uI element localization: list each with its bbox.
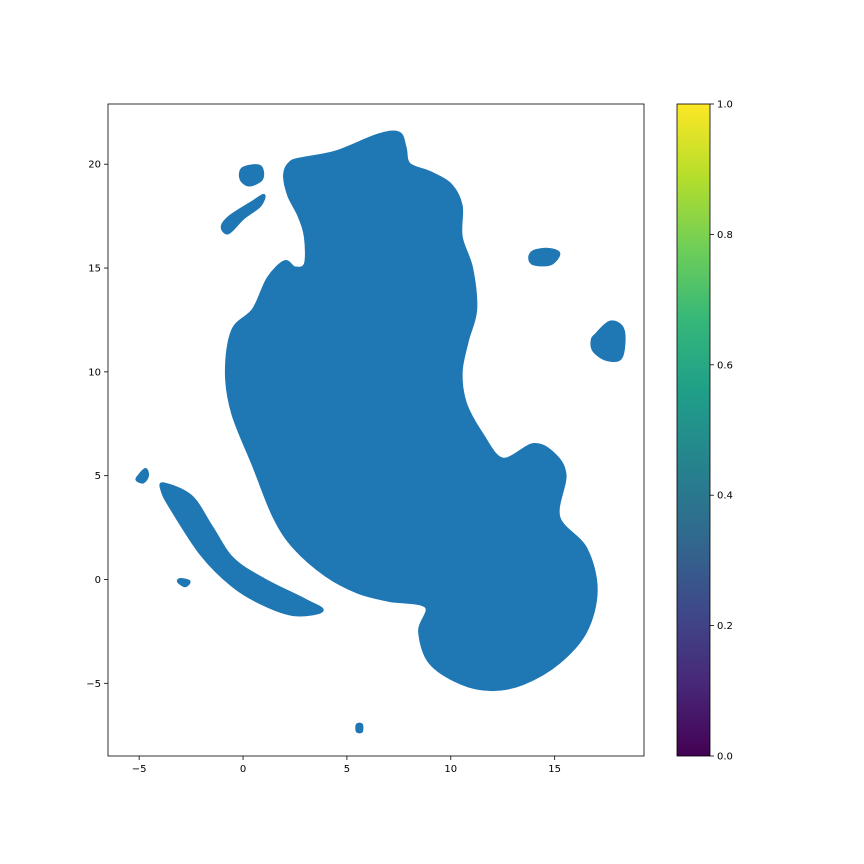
colorbar-tick-label: 1.0 bbox=[717, 100, 733, 111]
point-cluster-island bbox=[220, 193, 266, 235]
colorbar-gradient bbox=[677, 104, 710, 756]
point-cluster-island bbox=[159, 482, 324, 617]
point-cluster-main bbox=[224, 130, 598, 692]
colorbar-axis: 0.0 0.2 0.4 0.6 0.8 1.0 bbox=[710, 100, 733, 763]
y-tick-label: 0 bbox=[95, 575, 101, 586]
x-axis: −5 0 5 10 15 bbox=[132, 756, 561, 775]
plot-frame bbox=[107, 103, 645, 757]
x-tick-label: 15 bbox=[548, 764, 561, 775]
x-tick-label: 10 bbox=[444, 764, 457, 775]
x-tick-label: 0 bbox=[240, 764, 246, 775]
x-tick-label: −5 bbox=[132, 764, 147, 775]
y-tick-label: 5 bbox=[95, 471, 101, 482]
point-cluster-island bbox=[355, 722, 364, 734]
colorbar-tick-label: 0.0 bbox=[717, 752, 733, 763]
point-cluster-island bbox=[135, 468, 150, 484]
y-tick-label: 10 bbox=[88, 367, 101, 378]
point-cluster-island bbox=[590, 320, 626, 363]
y-tick-label: 20 bbox=[88, 160, 101, 171]
colorbar-tick-label: 0.8 bbox=[717, 230, 733, 241]
point-cluster-island bbox=[528, 247, 561, 267]
x-tick-label: 5 bbox=[344, 764, 350, 775]
colorbar-frame bbox=[676, 103, 711, 757]
colorbar: 0.0 0.2 0.4 0.6 0.8 1.0 bbox=[676, 100, 733, 763]
plot-area: −5 0 5 10 15 −5 0 5 10 15 20 bbox=[86, 103, 645, 775]
scatter-points bbox=[135, 130, 626, 734]
point-cluster-island bbox=[238, 164, 265, 187]
colorbar-tick-label: 0.4 bbox=[717, 491, 733, 502]
y-tick-label: −5 bbox=[86, 679, 101, 690]
y-tick-label: 15 bbox=[88, 264, 101, 275]
y-axis: −5 0 5 10 15 20 bbox=[86, 160, 108, 690]
colorbar-tick-label: 0.6 bbox=[717, 360, 733, 371]
colorbar-tick-label: 0.2 bbox=[717, 621, 733, 632]
point-cluster-island bbox=[176, 578, 191, 588]
